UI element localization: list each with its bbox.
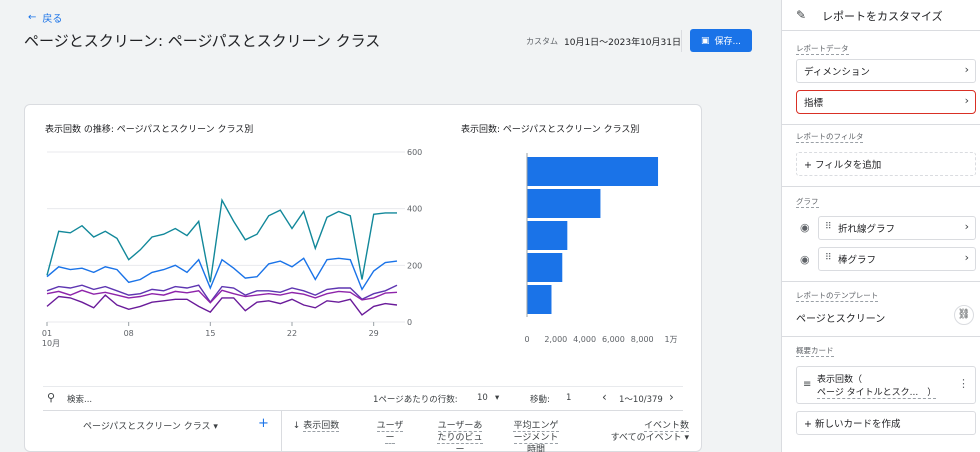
bar-x-tick-label: 6,000 [602, 335, 625, 344]
unlink-icon[interactable]: ⛓ [954, 305, 974, 325]
report-main: ← 戻る ページとスクリーン: ページパスとスクリーン クラス カスタム 10月… [24, 12, 752, 452]
table-header: ページパスとスクリーン クラス ▾ + ↓ 表示回数 ユーザー ユーザーあたりの… [43, 410, 689, 452]
report-card: 表示回数 の推移: ページパスとスクリーン クラス別 表示回数: ページパスとス… [24, 104, 702, 452]
bar-chart-title: 表示回数: ページパスとスクリーン クラス別 [461, 125, 640, 135]
y-tick-label: 600 [407, 148, 422, 157]
series-line-3 [46, 289, 398, 304]
bar-x-tick-label: 4,000 [573, 335, 596, 344]
customize-panel: ✎ レポートをカスタマイズ レポートデータ ディメンション › 指標 › レポー… [781, 0, 980, 452]
template-name: ページとスクリーン [796, 314, 886, 325]
drag-handle-icon[interactable]: ⠿ [825, 222, 832, 232]
bar-x-tick-label: 1万 [664, 335, 677, 344]
section-report-data: レポートデータ [796, 44, 849, 55]
divider [782, 281, 980, 282]
goto-input[interactable]: 1 [566, 393, 572, 403]
table-toolbar: ⚲ 検索... 1ページあたりの行数: 10 ▾ 移動: 1 ‹ 1～10/37… [43, 386, 683, 408]
edit-icon: ✎ [796, 8, 807, 22]
section-filter: レポートのフィルタ [796, 132, 864, 143]
y-tick-label: 400 [407, 205, 422, 214]
next-page-icon[interactable]: › [669, 390, 674, 404]
eye-icon[interactable]: ◉ [800, 253, 810, 266]
card-icon: ≡ [803, 379, 812, 390]
panel-title: レポートをカスタマイズ [822, 10, 943, 23]
pagination-text: 1～10/379 [619, 395, 663, 405]
column-divider [281, 411, 282, 452]
drag-handle-icon[interactable]: ⠿ [825, 253, 832, 263]
eye-icon[interactable]: ◉ [800, 221, 810, 234]
header-views[interactable]: ↓ 表示回数 [292, 421, 340, 432]
divider [782, 30, 980, 31]
bar-2 [527, 221, 568, 250]
bar-x-tick-label: 2,000 [544, 335, 567, 344]
search-icon: ⚲ [47, 391, 56, 404]
new-card-button[interactable]: + 新しいカードを作成 [796, 411, 976, 435]
bar-3 [527, 253, 563, 282]
x-tick-label: 22 [287, 329, 297, 338]
header-users[interactable]: ユーザー [376, 421, 404, 444]
bar-x-tick-label: 8,000 [631, 335, 654, 344]
header-views-per-user[interactable]: ユーザーあたりのビュー [437, 420, 483, 452]
save-icon: ▣ [700, 35, 710, 46]
chevron-right-icon: › [964, 220, 969, 233]
bar-1 [527, 189, 601, 218]
more-vert-icon[interactable]: ⋮ [958, 377, 969, 390]
bar-0 [527, 157, 659, 186]
series-line-0 [46, 198, 397, 283]
search-input[interactable]: 検索... [67, 395, 93, 405]
chevron-right-icon: › [964, 251, 969, 264]
divider [782, 336, 980, 337]
series-line-4 [46, 294, 398, 316]
graph-line-row[interactable]: ⠿ 折れ線グラフ › [818, 216, 976, 240]
page-title: ページとスクリーン: ページパスとスクリーン クラス [24, 32, 381, 50]
header-avg-engagement[interactable]: 平均エンゲージメント時間 [513, 420, 559, 452]
line-chart-title: 表示回数 の推移: ページパスとスクリーン クラス別 [45, 125, 254, 135]
date-range-value[interactable]: 10月1日～2023年10月31日 [564, 38, 681, 48]
chevron-down-icon[interactable]: ▾ [495, 393, 500, 403]
header-events[interactable]: イベント数 すべてのイベント ▾ [610, 421, 689, 443]
dimension-row[interactable]: ディメンション › [796, 59, 976, 83]
x-tick-label: 01 [42, 329, 52, 338]
add-filter-button[interactable]: + フィルタを追加 [796, 152, 976, 176]
series-line-1 [46, 257, 398, 291]
date-range-label: カスタム [526, 37, 558, 46]
metric-row[interactable]: 指標 › [796, 90, 976, 114]
divider [681, 30, 682, 52]
add-dimension-icon[interactable]: + [258, 416, 269, 431]
x-tick-label: 15 [205, 329, 215, 338]
back-link[interactable]: ← 戻る [28, 12, 63, 25]
goto-label: 移動: [530, 395, 550, 405]
dimension-header[interactable]: ページパスとスクリーン クラス ▾ [83, 422, 218, 432]
rows-per-page-select[interactable]: 10 [477, 393, 488, 403]
divider [782, 124, 980, 125]
summary-card[interactable]: ≡ 表示回数（ ページ タイトルとスク... ） ⋮ [796, 366, 976, 404]
section-template: レポートのテンプレート [796, 291, 879, 302]
save-button[interactable]: ▣ 保存... [690, 29, 752, 52]
divider [782, 186, 980, 187]
x-tick-label: 08 [124, 329, 134, 338]
bar-x-tick-label: 0 [524, 335, 529, 344]
arrow-left-icon: ← [28, 12, 37, 23]
y-tick-label: 0 [407, 318, 412, 327]
x-tick-label: 29 [369, 329, 379, 338]
y-tick-label: 200 [407, 261, 422, 270]
section-summary: 概要カード [796, 346, 834, 357]
rows-per-page-label: 1ページあたりの行数: [373, 395, 458, 405]
series-line-2 [46, 284, 398, 304]
charts-svg: 600 400 200 0 01 08 15 22 29 10月 0 2,000 4,000 6,000 8… [42, 148, 678, 348]
chevron-right-icon: › [964, 94, 969, 107]
bar-4 [527, 285, 552, 314]
x-sub-label: 10月 [42, 339, 60, 348]
graph-bar-row[interactable]: ⠿ 棒グラフ › [818, 247, 976, 271]
prev-page-icon[interactable]: ‹ [602, 390, 607, 404]
chevron-right-icon: › [964, 63, 969, 76]
section-graph: グラフ [796, 197, 819, 208]
